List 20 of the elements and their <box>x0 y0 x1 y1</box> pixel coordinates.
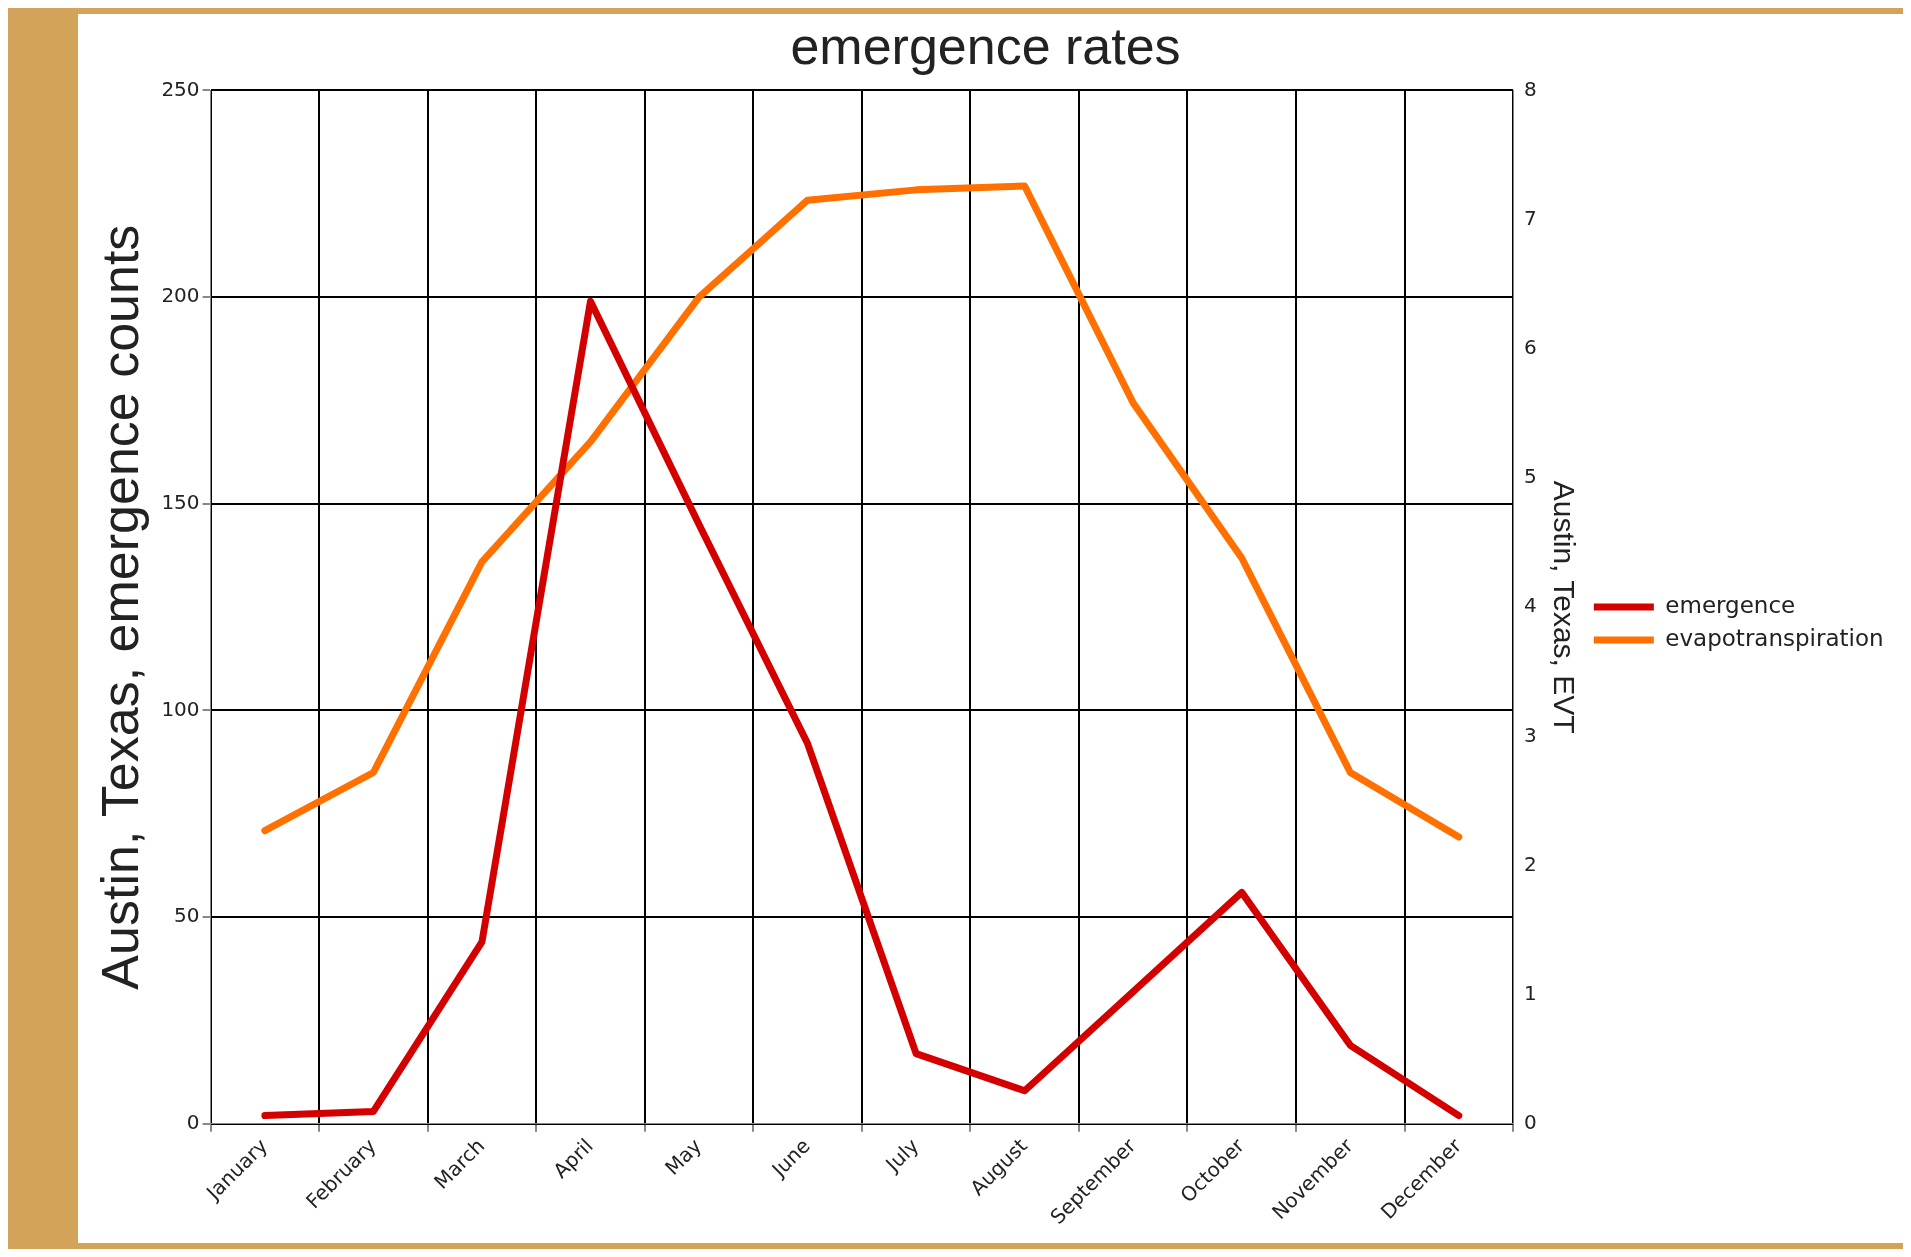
y2-tick-label: 7 <box>1524 205 1537 230</box>
y2-tick-label: 3 <box>1524 722 1537 747</box>
y2-tick-label: 8 <box>1524 76 1537 101</box>
y2-tick-label: 5 <box>1524 464 1537 489</box>
y-tick-label: 0 <box>186 1110 200 1135</box>
y2-axis-title: Austin, Texas, EVT <box>1547 480 1581 734</box>
y2-tick-label: 0 <box>1524 1110 1537 1135</box>
y-tick-label: 50 <box>174 903 200 928</box>
chart-title: emergence rates <box>790 16 1181 75</box>
y-tick-label: 250 <box>161 76 200 101</box>
y2-tick-label: 2 <box>1524 851 1537 876</box>
y2-tick-label: 6 <box>1524 334 1537 359</box>
y2-tick-label: 4 <box>1524 593 1537 618</box>
legend-label: evapotranspiration <box>1665 624 1884 651</box>
y-tick-label: 150 <box>161 489 200 514</box>
y2-tick-label: 1 <box>1524 980 1537 1005</box>
y-tick-label: 200 <box>161 283 200 308</box>
y-tick-label: 100 <box>161 696 200 721</box>
legend-label: emergence <box>1665 591 1796 618</box>
y-axis-title: Austin, Texas, emergence counts <box>90 224 149 990</box>
